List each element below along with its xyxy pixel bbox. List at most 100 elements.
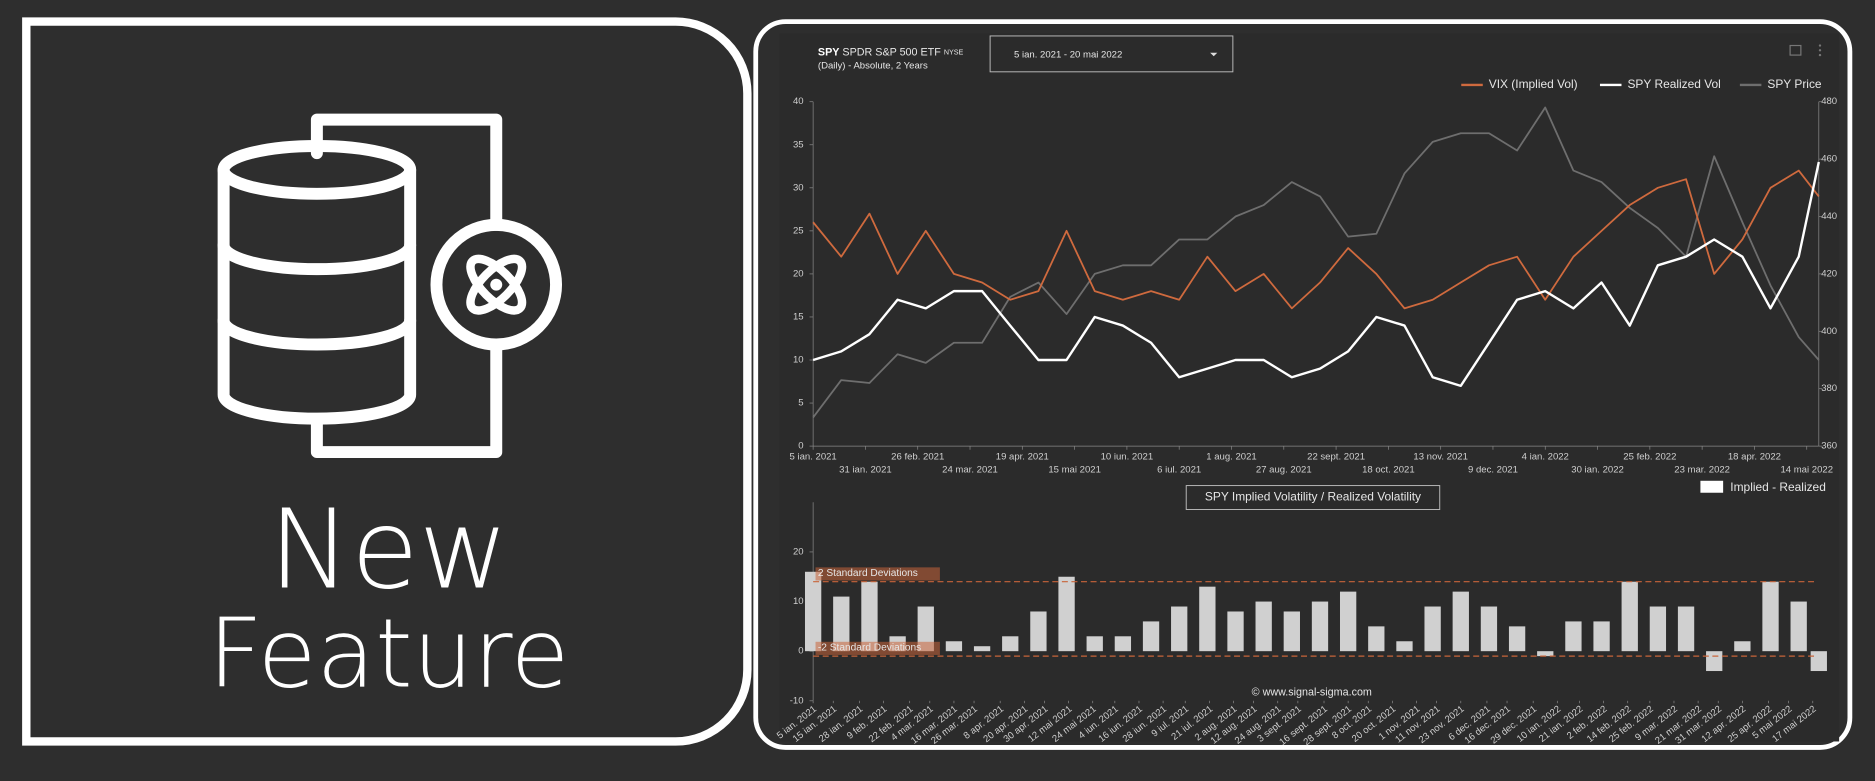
bar	[1734, 641, 1751, 652]
y-tick-label: 10	[793, 596, 804, 607]
x-tick-label: 26 feb. 2021	[891, 451, 944, 462]
bar	[1283, 611, 1300, 652]
bar	[833, 596, 850, 652]
x-tick-label: 14 mai 2022	[1780, 465, 1833, 476]
bar	[1396, 641, 1413, 652]
exchange: NYSE	[944, 49, 964, 57]
x-tick-label: 15 mai 2021	[1048, 465, 1101, 476]
bar	[1368, 626, 1385, 652]
header-subtitle: (Daily) - Absolute, 2 Years	[818, 60, 928, 71]
x-tick-label: 24 mar. 2021	[942, 465, 998, 476]
y-tick-label: 35	[793, 139, 804, 150]
series-line	[812, 106, 1820, 418]
y-tick-label: 25	[793, 225, 804, 236]
legend-label: SPY Price	[1767, 77, 1822, 91]
y-tick-label: -10	[790, 695, 804, 706]
bar	[1058, 576, 1075, 652]
x-tick-label: 27 aug. 2021	[1256, 465, 1312, 476]
x-tick-label: 9 dec. 2021	[1468, 465, 1518, 476]
bar	[1227, 611, 1244, 652]
y-tick-label: 30	[793, 182, 804, 193]
bar	[861, 581, 878, 652]
feature-icon	[217, 113, 563, 459]
x-tick-label: 4 ian. 2022	[1522, 451, 1569, 462]
x-tick-label: 5 ian. 2021	[790, 451, 837, 462]
y-tick-label: 15	[793, 311, 804, 322]
bar	[1171, 606, 1188, 652]
x-tick-label: 31 ian. 2021	[839, 465, 892, 476]
y-tick-label: 20	[793, 268, 804, 279]
x-tick-label: 22 sept. 2021	[1307, 451, 1365, 462]
x-tick-label: 25 feb. 2022	[1623, 451, 1676, 462]
x-tick-label: 1 aug. 2021	[1206, 451, 1256, 462]
legend-swatch	[1700, 480, 1724, 493]
bar	[1142, 621, 1160, 652]
y-tick-label: 40	[793, 96, 804, 107]
feature-line1: New	[269, 486, 509, 614]
menu-icon[interactable]	[1818, 44, 1822, 57]
y2-tick-label: 360	[1821, 441, 1837, 452]
y2-tick-label: 480	[1821, 96, 1837, 107]
band-label-box	[815, 567, 940, 581]
band-label: -2 Standard Deviations	[818, 642, 921, 653]
bar	[1593, 621, 1610, 652]
range-dropdown[interactable]	[989, 35, 1234, 73]
bar	[1762, 581, 1779, 652]
dropdown-arrow	[1210, 52, 1218, 57]
bar	[1621, 581, 1638, 652]
x-tick-label: 10 iun. 2021	[1101, 451, 1154, 462]
bar	[1790, 601, 1807, 652]
bar	[1199, 586, 1216, 652]
chart-title: SPY Implied Volatility / Realized Volati…	[1205, 490, 1421, 504]
chart-title-box	[1185, 485, 1441, 510]
y-tick-label: 5	[798, 398, 803, 409]
y2-tick-label: 440	[1821, 211, 1837, 222]
legend-label: Implied - Realized	[1730, 480, 1826, 494]
bar	[1677, 606, 1695, 652]
bar	[1424, 606, 1441, 652]
x-tick-label: 6 iul. 2021	[1157, 465, 1201, 476]
bar	[1002, 636, 1019, 652]
export-icon[interactable]	[1789, 44, 1802, 56]
x-tick-label: 13 nov. 2021	[1413, 451, 1468, 462]
bar	[1086, 636, 1103, 652]
y-tick-label: 10	[793, 355, 804, 366]
bar	[1030, 611, 1047, 652]
bar	[1255, 601, 1272, 652]
y2-tick-label: 380	[1821, 383, 1837, 394]
y2-tick-label: 400	[1821, 326, 1837, 337]
bar	[1114, 636, 1132, 652]
y-tick-label: 20	[793, 546, 804, 557]
x-tick-label: 23 mar. 2022	[1674, 465, 1730, 476]
x-tick-label: 18 apr. 2022	[1728, 451, 1781, 462]
series-line	[812, 161, 1820, 388]
bar	[1311, 601, 1329, 652]
band-label-box	[815, 641, 940, 655]
legend-label: SPY Realized Vol	[1627, 77, 1720, 91]
y-tick-label: 0	[798, 441, 803, 452]
range-value: 5 ian. 2021 - 20 mai 2022	[1014, 50, 1122, 61]
symbol: SPY	[818, 47, 840, 59]
bar	[1649, 606, 1667, 652]
bar	[945, 641, 963, 652]
bar	[1706, 651, 1723, 672]
legend-label: VIX (Implied Vol)	[1489, 77, 1578, 91]
bar	[1810, 651, 1827, 672]
bar	[1508, 626, 1526, 652]
x-tick-label: 30 ian. 2022	[1571, 465, 1624, 476]
x-tick-label: 18 oct. 2021	[1362, 465, 1415, 476]
y-tick-label: 0	[798, 646, 803, 657]
y2-tick-label: 460	[1821, 154, 1837, 165]
security-name: SPDR S&P 500 ETF	[842, 47, 941, 59]
bar	[1565, 621, 1582, 652]
header-title: SPY SPDR S&P 500 ETF NYSE	[818, 47, 964, 59]
feature-line2: Feature	[208, 597, 569, 709]
watermark: © www.signal-sigma.com	[1252, 686, 1372, 698]
y2-tick-label: 420	[1821, 268, 1837, 279]
band-label: 2 Standard Deviations	[818, 568, 918, 579]
x-tick-label: 19 apr. 2021	[996, 451, 1049, 462]
bar	[1480, 606, 1498, 652]
feature-panel	[22, 17, 752, 746]
bar	[1339, 591, 1357, 652]
